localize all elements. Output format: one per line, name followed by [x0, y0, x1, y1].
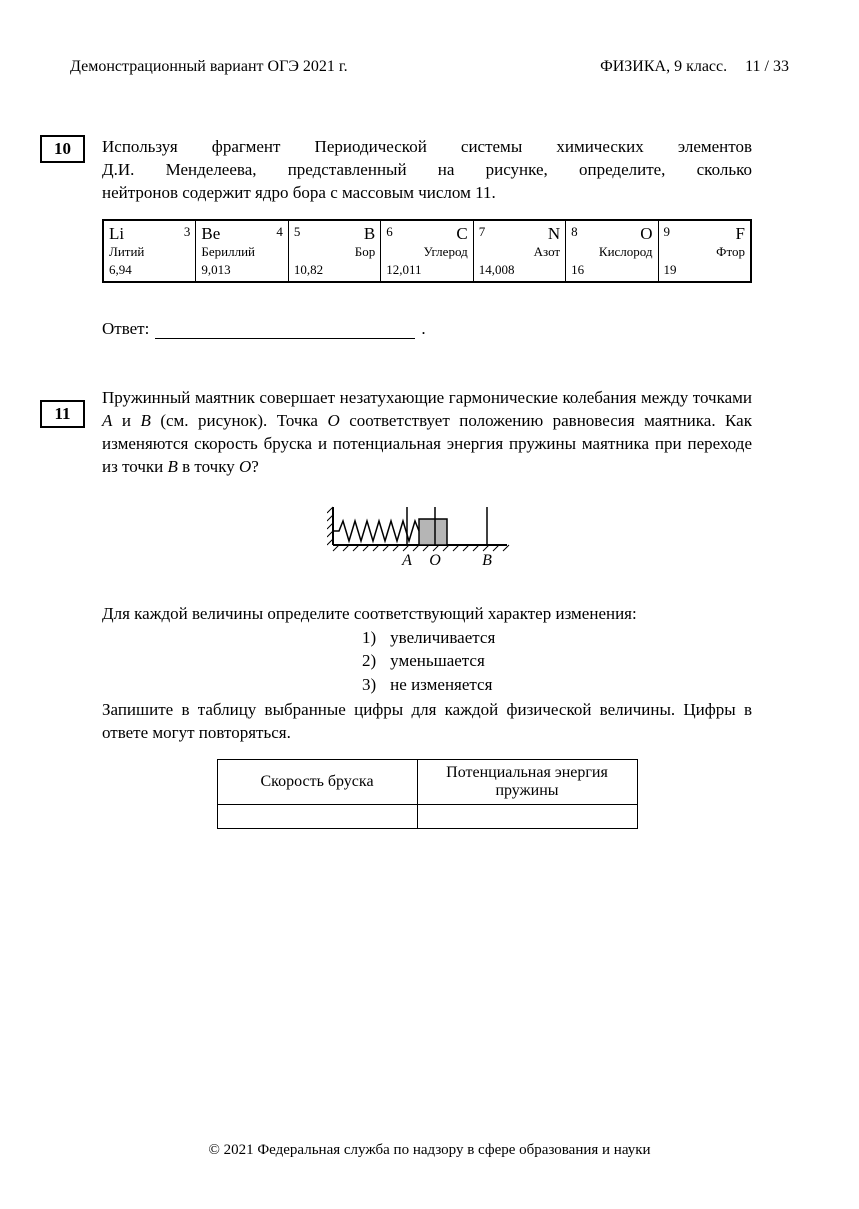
option-number: 2)	[362, 649, 376, 673]
option-number: 3)	[362, 673, 376, 697]
element-number: 8	[571, 224, 578, 240]
option-number: 1)	[362, 626, 376, 650]
question-10: Используя фрагмент Периодической системы…	[102, 136, 752, 339]
diagram-label-O: O	[429, 552, 441, 569]
option-item: 1) увеличивается	[362, 626, 752, 650]
question-11: Пружинный маятник совершает незатухающие…	[102, 387, 752, 829]
q10-answer-row: Ответ: .	[102, 319, 752, 339]
element-number: 7	[479, 224, 486, 240]
answer-blank-line[interactable]	[155, 321, 415, 339]
element-number: 6	[386, 224, 393, 240]
q11-to: в точку	[178, 457, 239, 476]
element-name: Бериллий	[201, 244, 282, 260]
table-header-col1: Скорость бруска	[217, 759, 417, 804]
q11-B: B	[140, 411, 150, 430]
option-text: не изменяется	[390, 673, 492, 697]
q11-options: 1) увеличивается 2) уменьшается 3) не изменяе…	[362, 626, 752, 697]
q10-line2: Д.И. Менделеева, представленный на рисун…	[102, 159, 752, 182]
option-text: уменьшается	[390, 649, 485, 673]
element-mass: 9,013	[201, 262, 282, 278]
q11-t1: Пружинный маятник совершает незатухающие…	[102, 388, 752, 407]
answer-period: .	[421, 319, 425, 339]
page-header: Демонстрационный вариант ОГЭ 2021 г. ФИЗ…	[70, 58, 789, 76]
element-name: Кислород	[571, 244, 652, 260]
element-symbol: F	[735, 224, 744, 244]
element-mass: 19	[664, 262, 745, 278]
element-number: 5	[294, 224, 301, 240]
table-cell-col1[interactable]	[217, 804, 417, 828]
element-symbol: B	[364, 224, 375, 244]
element-symbol: C	[456, 224, 467, 244]
option-item: 2) уменьшается	[362, 649, 752, 673]
element-symbol: O	[640, 224, 652, 244]
element-cell-B: 5 BБор 10,82	[289, 221, 381, 281]
page-footer: © 2021 Федеральная служба по надзору в с…	[0, 1142, 859, 1159]
q11-t2: (см. рисунок). Точка	[151, 411, 328, 430]
element-name: Литий	[109, 244, 190, 260]
question-number-11: 11	[40, 400, 85, 428]
element-name: Фтор	[664, 244, 745, 260]
header-page: 11 / 33	[745, 58, 789, 76]
q11-answer-table: Скорость бруска Потенциальная энергия пр…	[217, 759, 638, 829]
diagram-label-A: A	[401, 552, 412, 569]
element-symbol: N	[548, 224, 560, 244]
element-cell-N: 7 NАзот 14,008	[474, 221, 566, 281]
header-right: ФИЗИКА, 9 класс. 11 / 33	[600, 58, 789, 76]
element-symbol: Be	[201, 224, 220, 244]
q11-paragraph: Пружинный маятник совершает незатухающие…	[102, 387, 752, 479]
periodic-table: Li 3 Литий 6,94 Be 4 Бериллий 9,013 5 BБор 10,82 6 C…	[102, 219, 752, 283]
element-mass: 6,94	[109, 262, 190, 278]
element-cell-O: 8 OКислород 16	[566, 221, 658, 281]
element-cell-Li: Li 3 Литий 6,94	[104, 221, 196, 281]
element-mass: 14,008	[479, 262, 560, 278]
answer-label: Ответ:	[102, 319, 149, 339]
element-name: Азот	[479, 244, 560, 260]
q11-O2: O	[239, 457, 251, 476]
option-item: 3) не изменяется	[362, 673, 752, 697]
element-cell-F: 9 FФтор 19	[659, 221, 750, 281]
qnum-10-text: 10	[54, 139, 71, 159]
element-cell-Be: Be 4 Бериллий 9,013	[196, 221, 288, 281]
q11-O: O	[327, 411, 339, 430]
element-mass: 12,011	[386, 262, 467, 278]
question-number-10: 10	[40, 135, 85, 163]
q11-instruction: Для каждой величины определите соответст…	[102, 603, 752, 626]
qnum-11-text: 11	[54, 404, 70, 424]
element-number: 4	[276, 224, 283, 240]
spring-pendulum-diagram: A O B	[102, 501, 752, 573]
element-name: Бор	[294, 244, 375, 260]
q11-qm: ?	[251, 457, 259, 476]
element-number: 9	[664, 224, 671, 240]
element-number: 3	[184, 224, 191, 240]
q10-line1: Используя фрагмент Периодической системы…	[102, 136, 752, 159]
diagram-label-B: B	[482, 552, 492, 569]
element-mass: 16	[571, 262, 652, 278]
element-symbol: Li	[109, 224, 124, 244]
q10-line3: нейтронов содержит ядро бора с массовым …	[102, 182, 752, 205]
header-left: Демонстрационный вариант ОГЭ 2021 г.	[70, 58, 348, 76]
table-header-col2: Потенциальная энергия пружины	[417, 759, 637, 804]
element-name: Углерод	[386, 244, 467, 260]
q11-and: и	[112, 411, 140, 430]
option-text: увеличивается	[390, 626, 495, 650]
q11-instruction2: Запишите в таблицу выбранные цифры для к…	[102, 699, 752, 745]
element-cell-C: 6 CУглерод 12,011	[381, 221, 473, 281]
q11-B2: B	[168, 457, 178, 476]
q11-A: A	[102, 411, 112, 430]
element-mass: 10,82	[294, 262, 375, 278]
header-subject: ФИЗИКА, 9 класс.	[600, 58, 727, 76]
table-cell-col2[interactable]	[417, 804, 637, 828]
